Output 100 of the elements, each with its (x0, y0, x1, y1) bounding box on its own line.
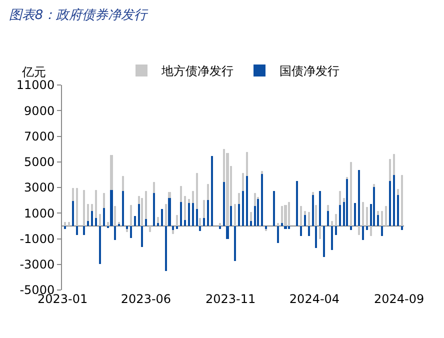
bar (238, 204, 240, 226)
bar (300, 206, 302, 226)
bar (226, 153, 229, 226)
bar (354, 203, 356, 226)
y-tick-label: 7000 (24, 129, 55, 144)
x-tick-label: 2024-09 (374, 292, 424, 306)
bar (165, 204, 167, 226)
bar (300, 226, 302, 236)
bar (99, 226, 101, 264)
bar (103, 208, 105, 226)
bar (358, 170, 360, 226)
bar (103, 193, 105, 208)
y-tick-label: 9000 (24, 104, 55, 118)
bar (366, 207, 368, 226)
y-tick-label: -3000 (20, 258, 55, 272)
bar (176, 226, 178, 229)
bar (331, 226, 333, 250)
bar (110, 155, 113, 190)
bar (323, 226, 325, 257)
bar (373, 184, 375, 187)
bar (315, 226, 317, 248)
bar (250, 212, 252, 221)
bar (114, 206, 116, 226)
bar (199, 226, 201, 231)
bar (87, 204, 89, 221)
bar (250, 221, 252, 226)
bar (188, 199, 190, 203)
bar (288, 202, 290, 226)
bar (381, 226, 383, 236)
bar (95, 218, 97, 226)
bar (393, 154, 395, 175)
bar (168, 198, 171, 226)
bar (203, 200, 205, 218)
bar (83, 226, 85, 235)
bar (343, 198, 345, 202)
bar (277, 223, 279, 226)
bar (304, 211, 306, 215)
bar (370, 226, 372, 236)
bar (130, 205, 132, 226)
bar (234, 204, 236, 226)
bar (83, 190, 85, 226)
bar (265, 226, 267, 229)
bar (366, 226, 368, 230)
bar (230, 206, 232, 226)
bar (87, 221, 89, 226)
bar (315, 205, 317, 226)
bar (242, 191, 244, 226)
bar (331, 221, 333, 226)
bar (377, 215, 379, 226)
bar (141, 198, 143, 226)
bar (308, 226, 310, 236)
bar (339, 191, 341, 205)
bar (68, 222, 70, 226)
bar (261, 174, 263, 226)
y-tick-label: 11000 (16, 78, 55, 92)
bar (346, 179, 348, 226)
bar (284, 205, 287, 226)
bar (153, 182, 155, 193)
bar (389, 181, 391, 226)
bar (76, 188, 78, 226)
bar (122, 191, 124, 226)
bar (95, 190, 97, 218)
bar (389, 159, 391, 181)
bar (288, 226, 290, 229)
bar (114, 226, 116, 240)
bar (261, 171, 263, 174)
bar (246, 176, 248, 226)
bar (172, 230, 174, 234)
bar (381, 211, 383, 226)
bar (335, 214, 337, 226)
bar (192, 203, 194, 226)
bar (149, 226, 151, 232)
bar (319, 226, 321, 239)
bar (207, 200, 209, 226)
bar (138, 204, 140, 226)
bar (362, 202, 364, 226)
bar (397, 195, 399, 226)
bar (64, 226, 66, 229)
bar (184, 220, 186, 226)
bar (110, 190, 113, 226)
bar (401, 226, 403, 230)
bar (257, 198, 259, 226)
bar (145, 191, 147, 219)
bar (219, 223, 221, 226)
bar (168, 192, 171, 198)
bar (327, 211, 329, 226)
y-tick-label: 1000 (24, 206, 55, 220)
legend-label: 地方债净发行 (160, 64, 234, 78)
bar (134, 216, 136, 226)
bar (358, 226, 360, 235)
bar (277, 226, 279, 243)
bar (196, 209, 198, 226)
bar (145, 219, 147, 226)
bar (180, 202, 182, 226)
y-tick-label: -1000 (20, 232, 55, 246)
bar (196, 173, 198, 209)
bar (401, 175, 403, 226)
bar (207, 184, 209, 200)
bar (362, 226, 364, 240)
bar (188, 203, 190, 226)
